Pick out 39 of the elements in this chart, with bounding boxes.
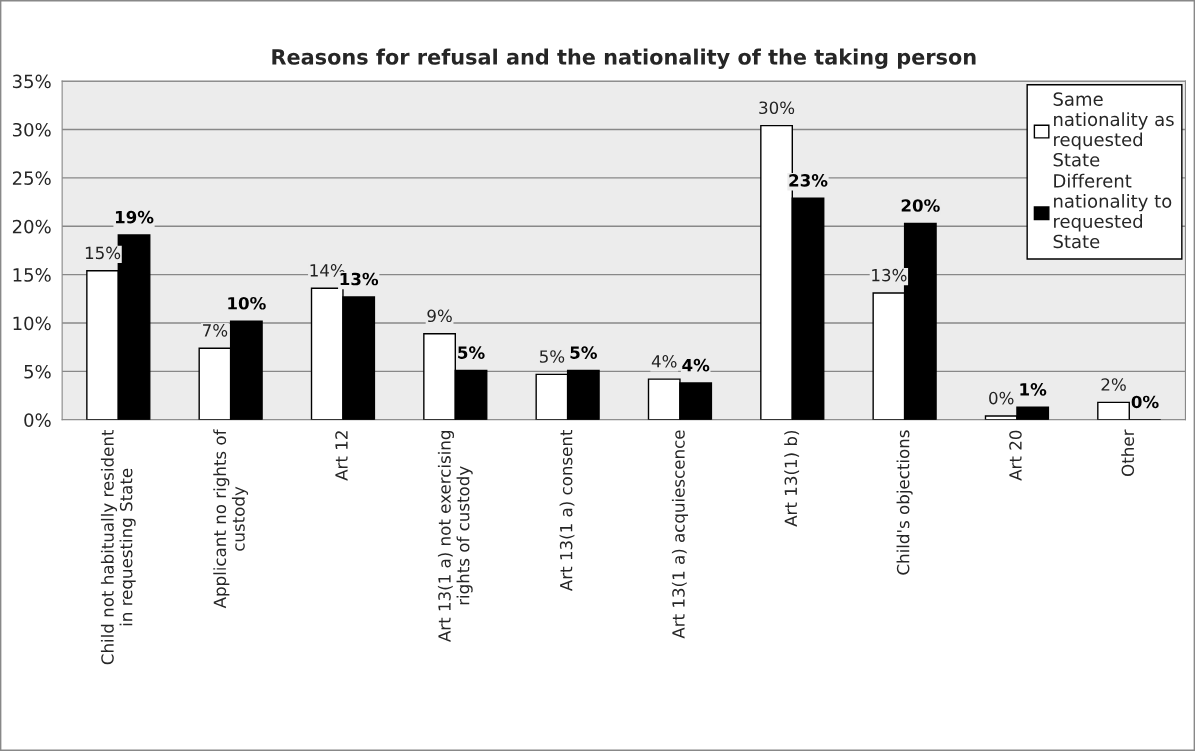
- data-label: 4%: [651, 355, 677, 368]
- data-label: 0%: [1131, 395, 1159, 409]
- data-label: 23%: [789, 174, 828, 187]
- data-label: 9%: [427, 309, 452, 323]
- y-tick-label: 25%: [12, 171, 51, 185]
- chart-title: Reasons for refusal and the nationality of the taking person: [272, 48, 976, 69]
- data-label: 1%: [1020, 383, 1047, 396]
- data-label: 5%: [458, 346, 485, 359]
- x-tick-label: Applicant no rights of custody: [213, 429, 249, 609]
- data-label: 15%: [85, 246, 121, 260]
- y-tick-label: 30%: [12, 122, 51, 137]
- x-tick-label: Child not habitually resident in requesting State: [100, 429, 136, 665]
- y-tick-label: 15%: [13, 268, 51, 282]
- x-tick-label: Art 20: [1009, 430, 1022, 481]
- data-label: 0%: [989, 391, 1014, 405]
- y-tick-label: 10%: [13, 316, 51, 331]
- data-label: 7%: [203, 324, 228, 337]
- data-label: 20%: [901, 199, 940, 212]
- data-label: 30%: [759, 101, 795, 115]
- data-label: 10%: [228, 296, 266, 310]
- data-label: 5%: [539, 350, 565, 363]
- data-label: 4%: [682, 358, 710, 372]
- x-tick-label: Child's objections: [896, 430, 913, 575]
- x-tick-label: Art 13(1 a) consent: [559, 429, 575, 592]
- x-tick-label: Art 12: [335, 431, 348, 481]
- y-tick-label: 35%: [12, 74, 51, 89]
- y-tick-label: 0%: [24, 413, 51, 427]
- data-label: 2%: [1101, 378, 1126, 391]
- data-label: 5%: [570, 346, 597, 359]
- data-label: 13%: [872, 268, 907, 282]
- x-tick-label: Art 13(1 a) acquiescence: [671, 430, 689, 639]
- legend-label: Same nationality as requested State: [1053, 92, 1174, 167]
- legend-label: Different nationality to requested State: [1053, 173, 1172, 249]
- x-tick-label: Other: [1121, 429, 1135, 476]
- x-tick-label: Art 13(1) b): [784, 430, 800, 527]
- y-tick-label: 20%: [12, 219, 51, 234]
- y-tick-label: 5%: [24, 364, 51, 379]
- data-label: 19%: [115, 210, 154, 224]
- x-tick-label: Art 13(1 a) not exercising rights of custody: [437, 431, 473, 642]
